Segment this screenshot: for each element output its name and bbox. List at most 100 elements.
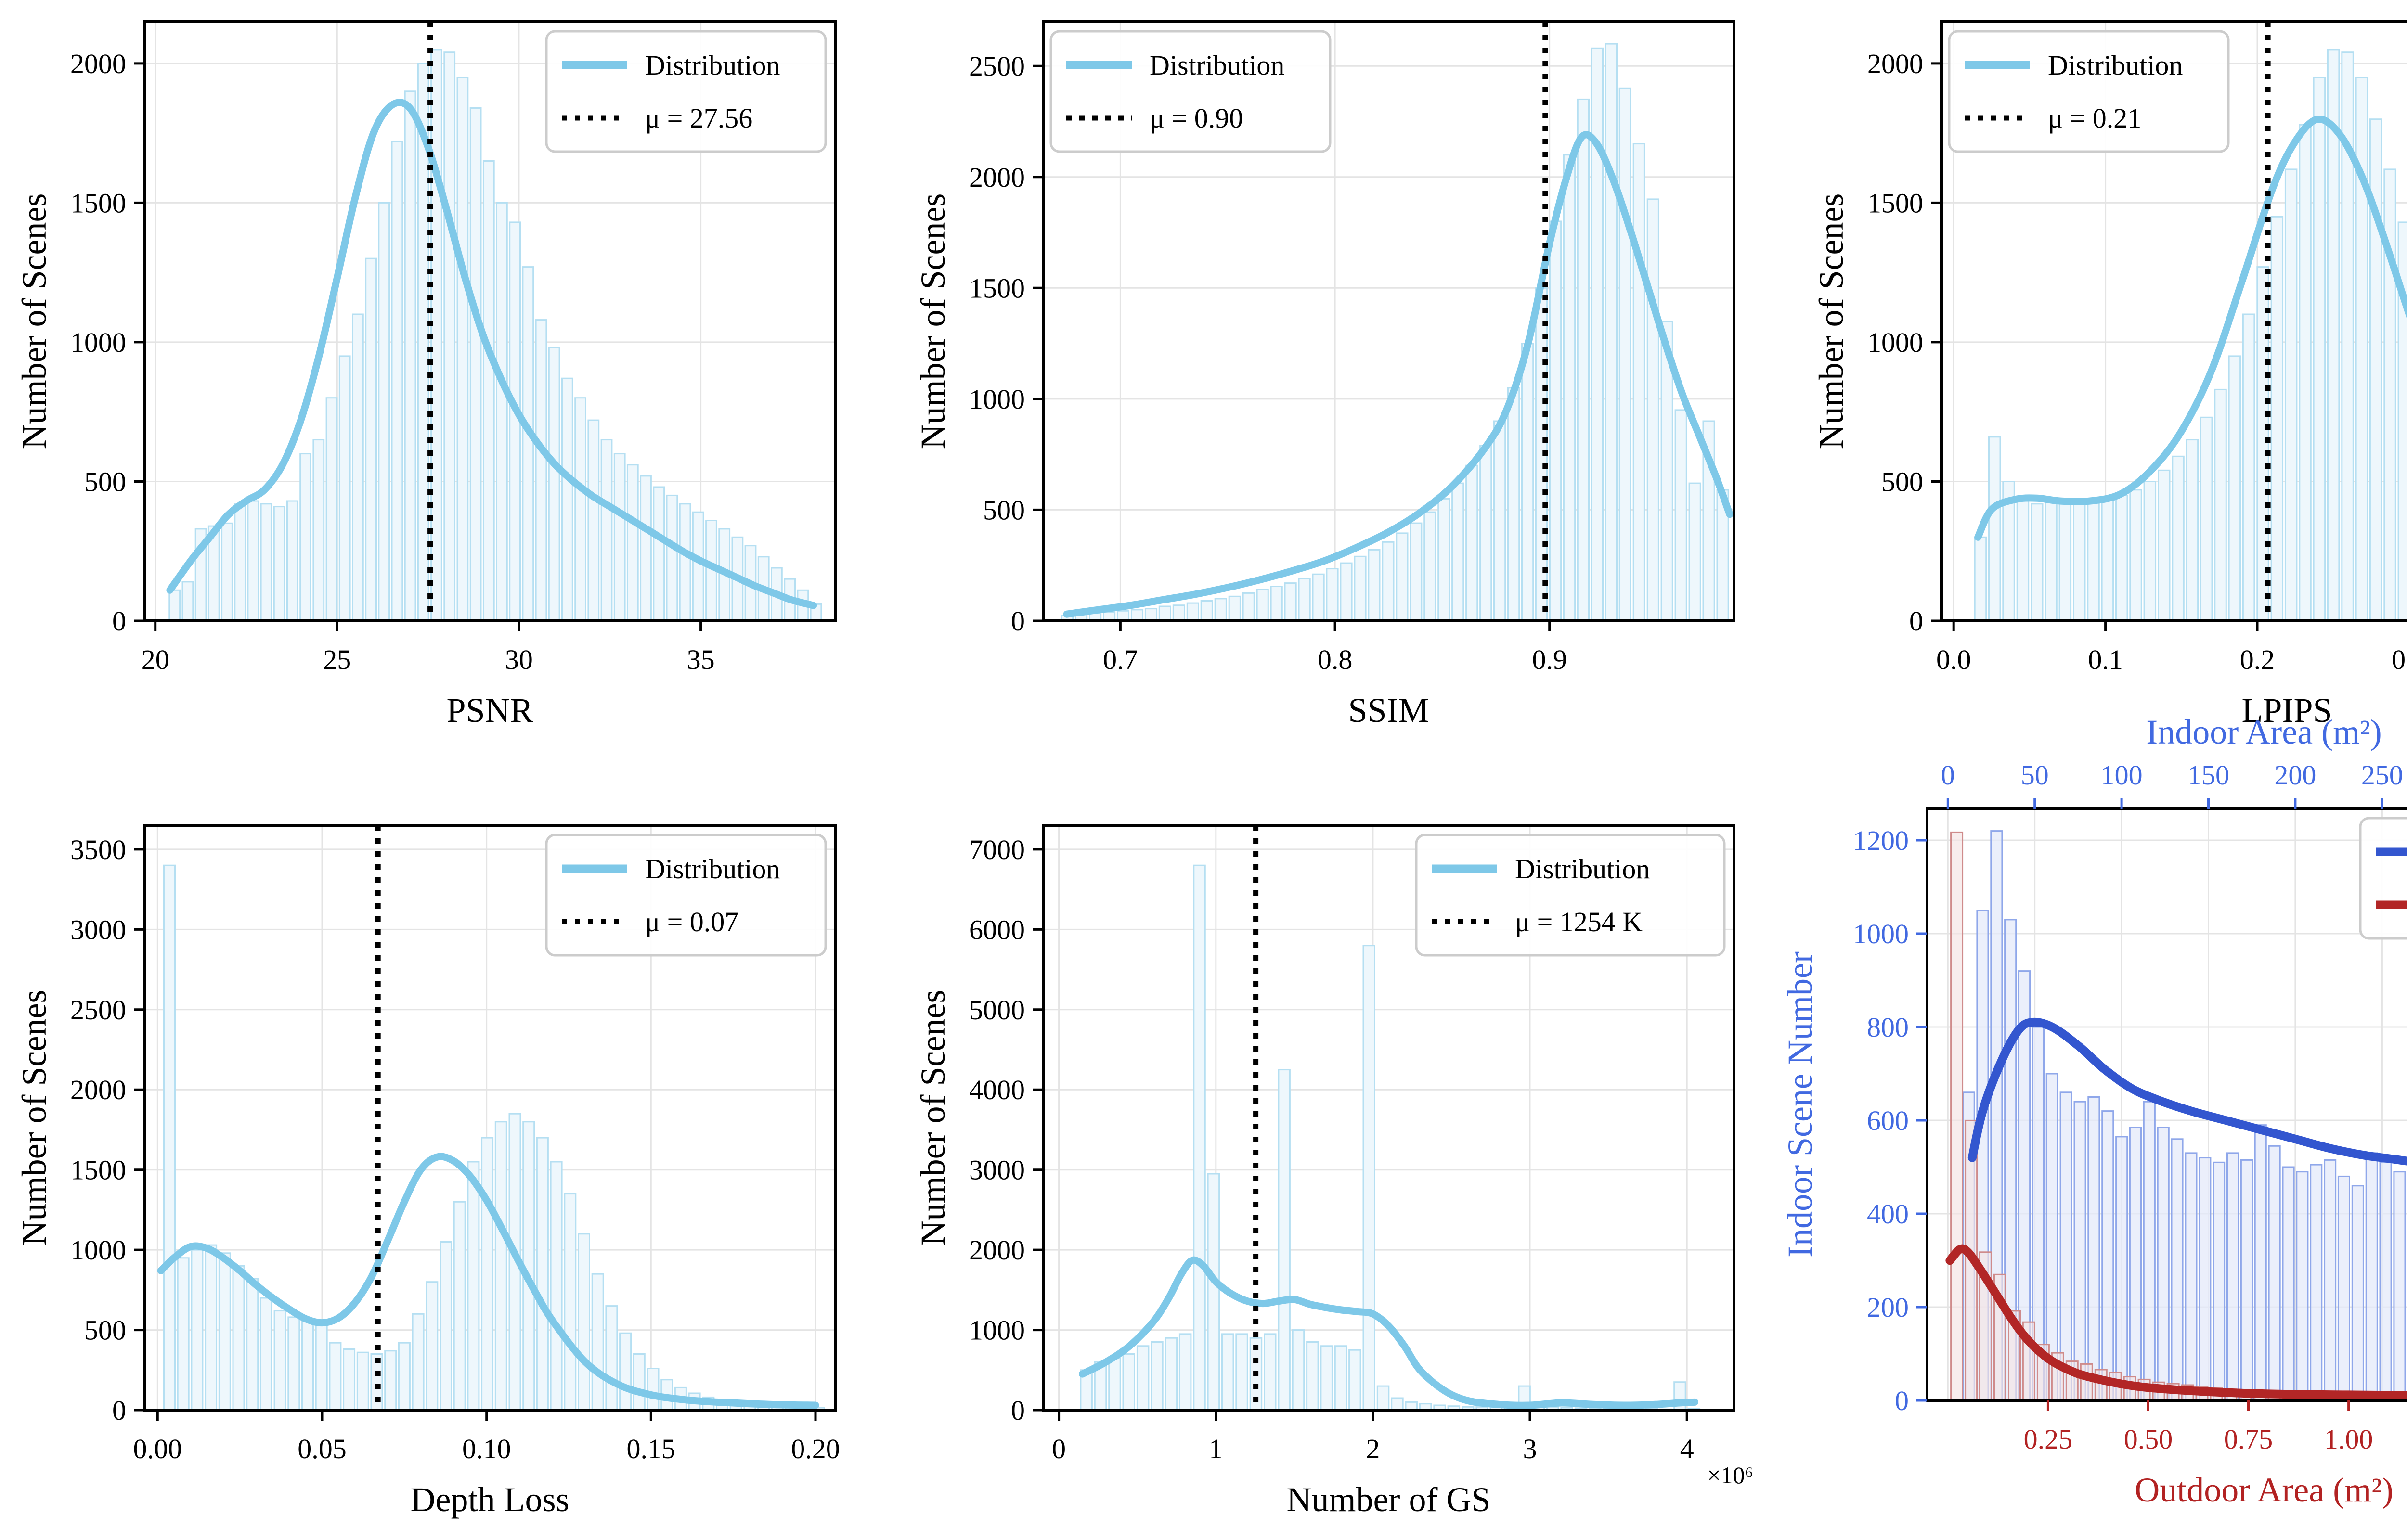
tick-label: 0 [1941, 759, 1955, 791]
histogram-bar [1405, 1401, 1418, 1410]
legend: Distribution μ = 27.56 [545, 30, 827, 153]
histogram-bar [247, 500, 259, 621]
histogram-bar [404, 90, 416, 621]
histogram-bar [591, 1273, 604, 1410]
axis-label: SSIM [1348, 691, 1429, 730]
kde-curve [1967, 1017, 2407, 1166]
axis-label: Number of Scenes [15, 193, 53, 449]
histogram-bar [2199, 1157, 2212, 1400]
tick-label: 50 [2021, 759, 2049, 791]
histogram-bar [2254, 1124, 2267, 1400]
histogram-bar [1221, 1333, 1234, 1410]
histogram-bar [1193, 864, 1206, 1410]
histogram-bar [548, 347, 560, 621]
histogram-bar [1950, 831, 1964, 1400]
histogram-bar [1563, 154, 1576, 621]
tick-label: 200 [1867, 1292, 1909, 1323]
tick-label: 0 [1895, 1385, 1909, 1416]
histogram-bar [2129, 1127, 2142, 1400]
histogram-bar [496, 202, 508, 621]
histogram-bar [619, 1332, 632, 1410]
tick-label: 500 [1881, 466, 1923, 498]
histogram-bar [1242, 592, 1255, 621]
histogram-bar [600, 439, 613, 621]
tick-label: 2000 [969, 1234, 1025, 1266]
histogram-bar [246, 1278, 259, 1410]
tick-label: 1000 [1867, 327, 1923, 358]
tick-label: 2000 [1867, 48, 1923, 79]
histogram-bar [1646, 198, 1659, 621]
axes-spines [1042, 824, 1735, 1412]
histogram-bar [1549, 220, 1562, 621]
tick-label: 1200 [1853, 825, 1909, 856]
chart-lpips: 0.00.10.20.30.4LPIPS0500100015002000Numb… [1812, 20, 2407, 730]
histogram-bar [564, 1193, 577, 1410]
histogram-bar [2282, 1166, 2295, 1400]
histogram-bar [1326, 568, 1339, 621]
axis-left: 0 1000 2000 3000 4000 5000 6000 7000 Number of S… [914, 834, 1043, 1426]
histogram-bar [1396, 532, 1409, 621]
tick-label: 2 [1366, 1433, 1380, 1464]
histogram-bar [163, 864, 176, 1410]
chart-psnr: 20 25 30 35 PSNR 0 500 1000 1500 2000 Number of Sc… [15, 20, 837, 730]
chart-num-gs: 0 1 2 3 4 Number of GS 0 1000 2000 3000 4000 5000 60… [914, 824, 1753, 1519]
histogram-bar [2226, 1152, 2239, 1400]
histogram-bar [1278, 1069, 1291, 1410]
legend-label: μ = 1254 K [1515, 906, 1643, 937]
axis-left: 0 500 1000 1500 2000 2500 3000 3500 Number of Sc… [15, 834, 144, 1426]
histogram-bar [352, 313, 364, 621]
histogram-bar [481, 1137, 494, 1410]
histogram-bar [2365, 1152, 2378, 1400]
histogram-bar [1292, 1329, 1305, 1410]
tick-label: 0.8 [1318, 644, 1353, 675]
histogram-bar [440, 1241, 452, 1410]
histogram-bar [1298, 578, 1311, 621]
histogram-bar [218, 1252, 231, 1410]
histogram-bar [587, 419, 600, 621]
legend-label: Distribution [645, 50, 780, 81]
axis-label: Number of Scenes [1812, 193, 1851, 449]
histogram-bar [2310, 1164, 2323, 1400]
histogram-bar [2059, 1091, 2072, 1400]
histogram-bar [2087, 500, 2100, 621]
histogram-bar [2200, 416, 2213, 621]
tick-label: 2500 [969, 51, 1025, 82]
tick-label: 500 [983, 494, 1025, 526]
histogram-bar [1376, 1385, 1390, 1410]
histogram-bar [1235, 1333, 1248, 1410]
histogram-bar [2186, 439, 2199, 621]
kde-curve [1063, 131, 1734, 618]
tick-label: 6000 [969, 914, 1025, 945]
histogram-bar [384, 1350, 397, 1410]
histogram-bar [467, 1161, 480, 1410]
axis-left: 0 500 1000 1500 2000 Number of Scenes [15, 48, 144, 637]
tick-label: 0.75 [2224, 1424, 2273, 1455]
tick-label: 5000 [969, 994, 1025, 1026]
tick-label: 0.50 [2124, 1424, 2173, 1455]
histogram-bar [2143, 1101, 2156, 1400]
histogram-bar [1674, 409, 1687, 621]
histogram-bar [1493, 420, 1506, 621]
axis-bottom: 0.250.500.751.001.251.50Outdoor Area (m²… [2024, 1400, 2394, 1509]
histogram-bar [2157, 1127, 2170, 1400]
histogram-bar [561, 377, 573, 621]
histogram-bar [2213, 1161, 2226, 1400]
tick-label: 200 [2274, 759, 2316, 791]
histogram-bar [287, 1316, 300, 1410]
histogram-bar [1632, 143, 1645, 621]
histogram-bar [2080, 1363, 2093, 1400]
legend: Distribution μ = 1254 K [1415, 834, 1726, 957]
legend-label: μ = 0.21 [2048, 103, 2141, 134]
histogram-bar [1988, 436, 2001, 621]
histogram-bars [1080, 864, 1701, 1410]
histogram-bar [177, 1257, 190, 1410]
tick-label: 25 [323, 644, 351, 675]
histogram-bar [653, 486, 665, 621]
histogram-bar [2101, 1110, 2114, 1400]
histogram-bar [2313, 77, 2326, 621]
tick-label: 600 [1867, 1105, 1909, 1136]
tick-label: 3000 [969, 1155, 1025, 1186]
tick-label: 7000 [969, 834, 1025, 865]
histogram-bar [1136, 1345, 1150, 1410]
